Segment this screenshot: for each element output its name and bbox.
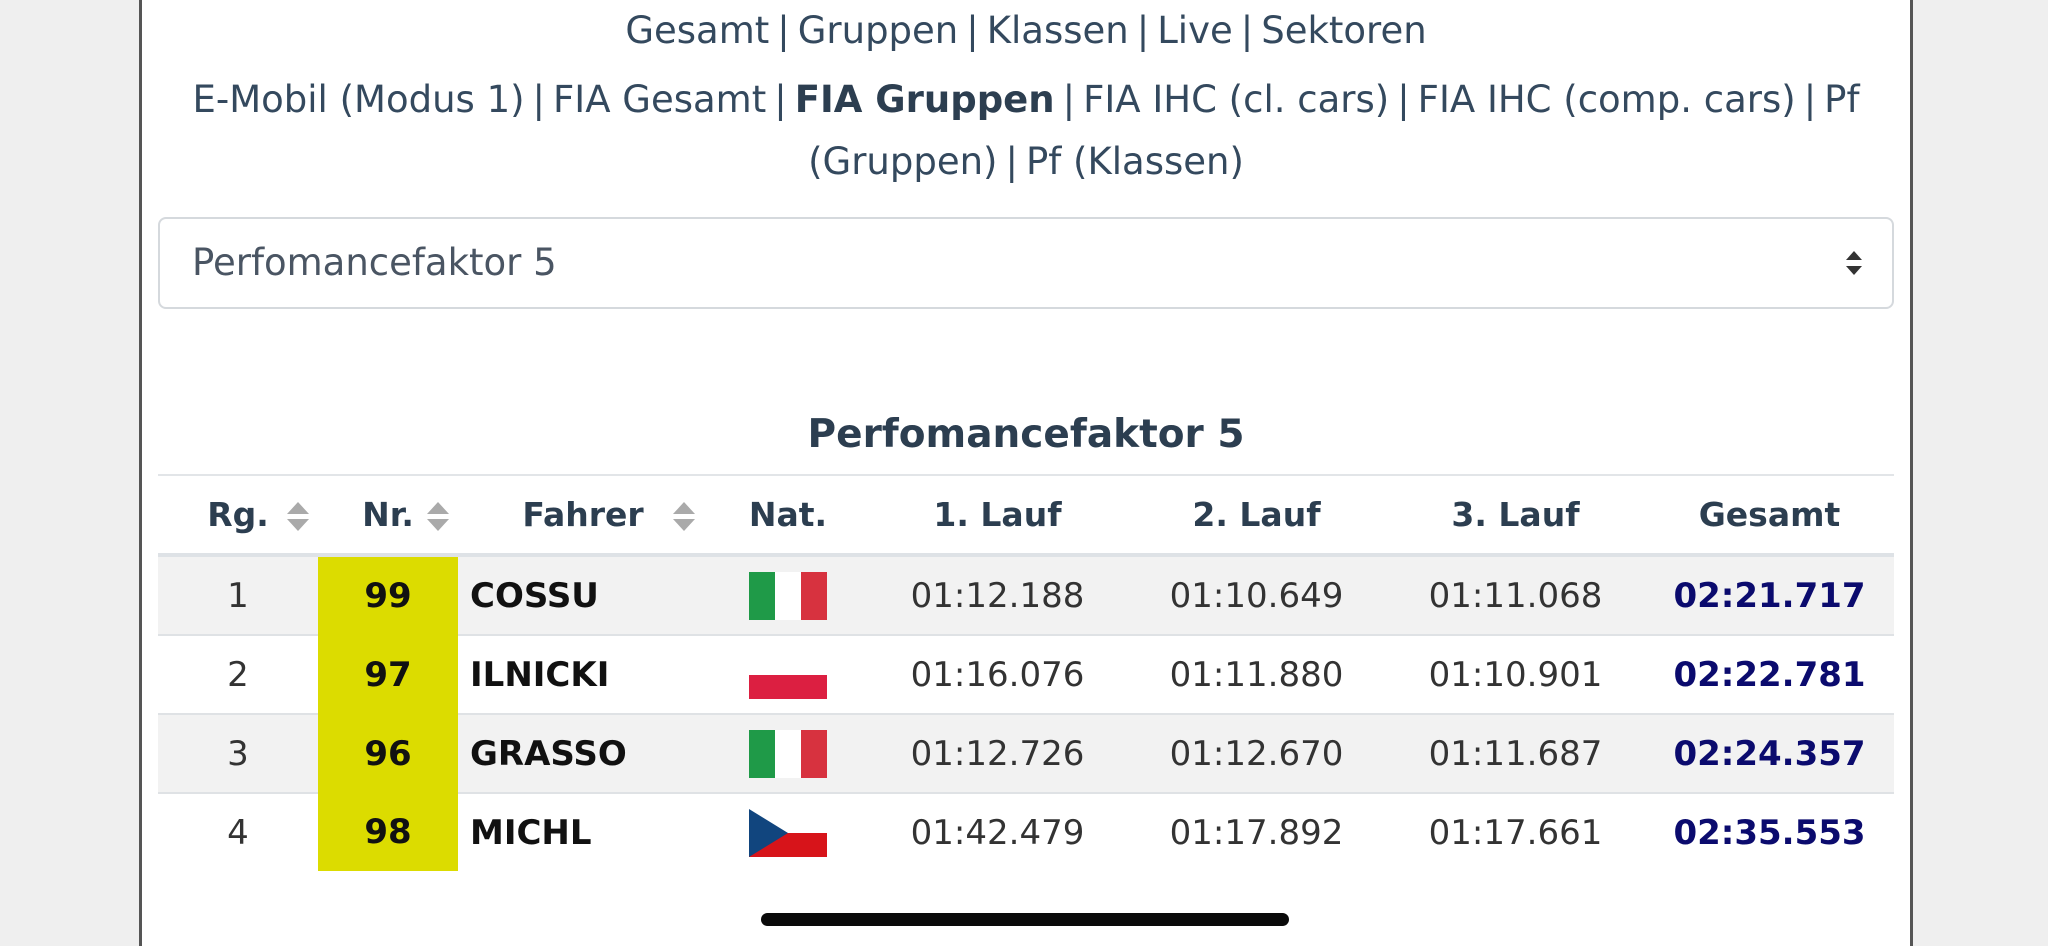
italy-flag-icon — [749, 729, 827, 778]
rank-cell: 1 — [158, 554, 318, 635]
sort-icon — [287, 502, 309, 531]
table-row: 3 96 GRASSO 01:12.726 01:12.670 01:11.68… — [158, 713, 1894, 793]
run1-time: 01:12.726 — [868, 713, 1127, 793]
page-frame: Gesamt | Gruppen | Klassen | Live | Sektoren E-M… — [139, 0, 1913, 946]
nav-separator: | — [777, 9, 790, 52]
header-rank-label: Rg. — [207, 495, 269, 534]
driver-cell: GRASSO — [458, 713, 708, 793]
nationality-cell — [708, 713, 868, 793]
total-time: 02:21.717 — [1645, 554, 1894, 635]
run1-time: 01:16.076 — [868, 634, 1127, 714]
run2-time: 01:17.892 — [1127, 792, 1386, 871]
nav-separator: | — [1062, 78, 1076, 121]
table-title: Perfomancefaktor 5 — [807, 412, 1245, 457]
nav-link-fia-ihc-cl[interactable]: FIA IHC (cl. cars) — [1083, 78, 1390, 121]
run3-time: 01:11.687 — [1386, 713, 1645, 793]
nav-link-fia-gruppen-active[interactable]: FIA Gruppen — [794, 78, 1055, 121]
rank-cell: 4 — [158, 792, 318, 871]
table-row: 4 98 MICHL 01:42.479 01:17.892 01:17.661… — [158, 792, 1894, 871]
nav-link-klassen[interactable]: Klassen — [986, 9, 1129, 52]
table-row: 1 99 COSSU 01:12.188 01:10.649 01:11.068… — [158, 554, 1894, 635]
driver-cell: MICHL — [458, 792, 708, 871]
nav-link-gruppen[interactable]: Gruppen — [797, 9, 959, 52]
driver-cell: COSSU — [458, 554, 708, 635]
table-row: 2 97 ILNICKI 01:16.076 01:11.880 01:10.9… — [158, 634, 1894, 714]
nav-link-live[interactable]: Live — [1157, 9, 1233, 52]
nav-separator: | — [1803, 78, 1817, 121]
start-number-cell: 99 — [318, 555, 458, 635]
start-number-cell: 96 — [318, 714, 458, 793]
run2-time: 01:12.670 — [1127, 713, 1386, 793]
header-driver[interactable]: Fahrer — [458, 476, 708, 557]
nav-link-fia-gesamt[interactable]: FIA Gesamt — [553, 78, 767, 121]
italy-flag-icon — [749, 571, 827, 620]
start-number-cell: 97 — [318, 635, 458, 714]
header-nr-label: Nr. — [362, 495, 414, 534]
table-header-row: Rg. Nr. Fahrer Nat. 1. Lauf 2. Lauf 3. L… — [158, 476, 1894, 557]
header-run3: 3. Lauf — [1386, 476, 1645, 557]
rank-cell: 2 — [158, 634, 318, 714]
start-number-cell: 98 — [318, 793, 458, 871]
nav-separator: | — [1397, 78, 1410, 121]
nav-separator: | — [1005, 140, 1018, 183]
sort-arrows-icon — [1846, 251, 1862, 275]
nav-link-e-mobil[interactable]: E-Mobil (Modus 1) — [192, 78, 525, 121]
header-run2: 2. Lauf — [1127, 476, 1386, 557]
nav-separator: | — [966, 9, 979, 52]
nav-separator: | — [1136, 9, 1150, 52]
run3-time: 01:11.068 — [1386, 554, 1645, 635]
nationality-cell — [708, 554, 868, 635]
nav-separator: | — [774, 78, 787, 121]
header-nr[interactable]: Nr. — [318, 476, 458, 557]
header-driver-label: Fahrer — [522, 495, 644, 534]
run2-time: 01:10.649 — [1127, 554, 1386, 635]
sort-icon — [673, 502, 695, 531]
nav-link-fia-ihc-comp[interactable]: FIA IHC (comp. cars) — [1417, 78, 1796, 121]
nav-link-gesamt[interactable]: Gesamt — [625, 9, 770, 52]
run3-time: 01:17.661 — [1386, 792, 1645, 871]
total-time: 02:22.781 — [1645, 634, 1894, 714]
header-total: Gesamt — [1645, 476, 1894, 557]
total-time: 02:35.553 — [1645, 792, 1894, 871]
header-nat: Nat. — [708, 476, 868, 557]
table-top-divider — [158, 474, 1894, 476]
nationality-cell — [708, 792, 868, 871]
class-select[interactable]: Perfomancefaktor 5 — [158, 217, 1894, 309]
run3-time: 01:10.901 — [1386, 634, 1645, 714]
nav-separator: | — [532, 78, 546, 121]
poland-flag-icon — [749, 650, 827, 699]
home-indicator[interactable] — [761, 913, 1289, 926]
class-select-value: Perfomancefaktor 5 — [192, 241, 557, 284]
run1-time: 01:12.188 — [868, 554, 1127, 635]
run2-time: 01:11.880 — [1127, 634, 1386, 714]
czech-flag-icon — [749, 808, 827, 857]
nav-row-categories: E-Mobil (Modus 1) | FIA Gesamt | FIA Gruppen… — [142, 69, 1910, 193]
nav-separator: | — [1240, 9, 1254, 52]
nav-link-pf-gruppen[interactable]: Pf (Gruppen) — [808, 78, 1860, 183]
run1-time: 01:42.479 — [868, 792, 1127, 871]
sort-icon — [427, 502, 449, 531]
driver-cell: ILNICKI — [458, 634, 708, 714]
nav-row-results: Gesamt | Gruppen | Klassen | Live | Sektoren — [142, 0, 1910, 62]
results-table: Rg. Nr. Fahrer Nat. 1. Lauf 2. Lauf 3. L… — [158, 476, 1894, 871]
header-rank[interactable]: Rg. — [158, 476, 318, 557]
nationality-cell — [708, 634, 868, 714]
total-time: 02:24.357 — [1645, 713, 1894, 793]
rank-cell: 3 — [158, 713, 318, 793]
nav-link-sektoren[interactable]: Sektoren — [1261, 9, 1427, 52]
header-run1: 1. Lauf — [868, 476, 1127, 557]
nav-link-pf-klassen[interactable]: Pf (Klassen) — [1025, 140, 1244, 183]
